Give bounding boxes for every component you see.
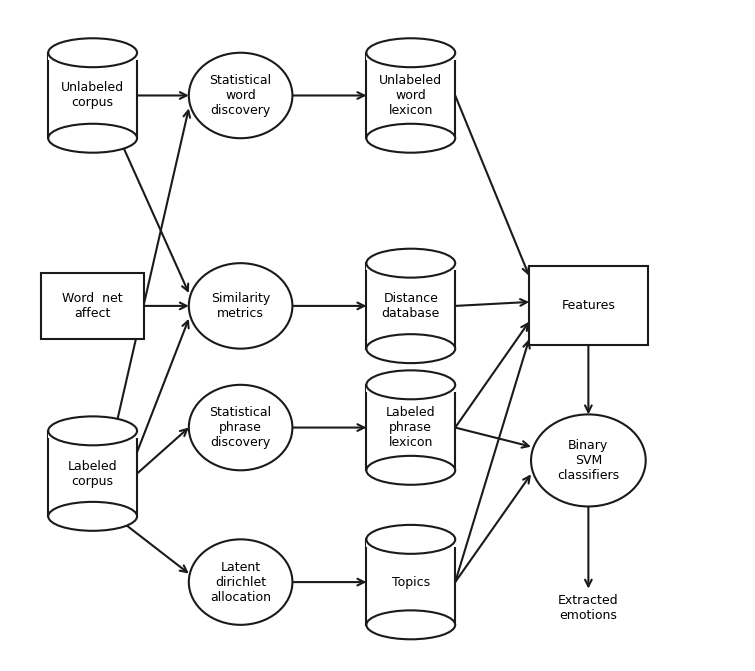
Ellipse shape	[48, 123, 137, 153]
Bar	[366, 539, 455, 625]
Bar	[48, 431, 137, 517]
Text: Unlabeled
word
lexicon: Unlabeled word lexicon	[379, 74, 442, 117]
Ellipse shape	[366, 370, 455, 399]
Ellipse shape	[366, 249, 455, 278]
Bar	[48, 423, 137, 438]
Ellipse shape	[366, 334, 455, 363]
Text: Labeled
phrase
lexicon: Labeled phrase lexicon	[386, 406, 436, 449]
Bar	[365, 256, 456, 270]
Ellipse shape	[189, 385, 292, 470]
Ellipse shape	[366, 456, 455, 484]
Bar	[48, 46, 137, 60]
Ellipse shape	[48, 38, 137, 67]
Ellipse shape	[366, 611, 455, 639]
Text: Features: Features	[562, 299, 615, 313]
Ellipse shape	[366, 123, 455, 153]
Ellipse shape	[189, 53, 292, 138]
Ellipse shape	[48, 502, 137, 531]
Ellipse shape	[531, 415, 646, 507]
Ellipse shape	[48, 417, 137, 446]
Text: Word  net
affect: Word net affect	[63, 292, 123, 320]
Text: Unlabeled
corpus: Unlabeled corpus	[61, 81, 125, 109]
Text: Statistical
word
discovery: Statistical word discovery	[210, 74, 272, 117]
Bar	[365, 532, 456, 547]
Text: Topics: Topics	[392, 576, 430, 588]
Ellipse shape	[366, 525, 455, 554]
Text: Extracted
emotions: Extracted emotions	[558, 595, 618, 623]
Ellipse shape	[189, 263, 292, 349]
Bar	[48, 53, 137, 138]
Ellipse shape	[366, 38, 455, 67]
Bar	[365, 46, 456, 60]
Text: Labeled
corpus: Labeled corpus	[68, 460, 118, 488]
Text: Binary
SVM
classifiers: Binary SVM classifiers	[557, 439, 619, 482]
Text: Statistical
phrase
discovery: Statistical phrase discovery	[210, 406, 272, 449]
Bar	[366, 53, 455, 138]
Bar	[365, 378, 456, 392]
Ellipse shape	[189, 539, 292, 625]
Bar	[366, 263, 455, 349]
Text: Distance
database: Distance database	[382, 292, 440, 320]
Bar	[41, 273, 144, 339]
Bar	[366, 385, 455, 470]
Text: Latent
dirichlet
allocation: Latent dirichlet allocation	[210, 560, 271, 604]
Text: Similarity
metrics: Similarity metrics	[211, 292, 270, 320]
Bar	[529, 266, 648, 346]
